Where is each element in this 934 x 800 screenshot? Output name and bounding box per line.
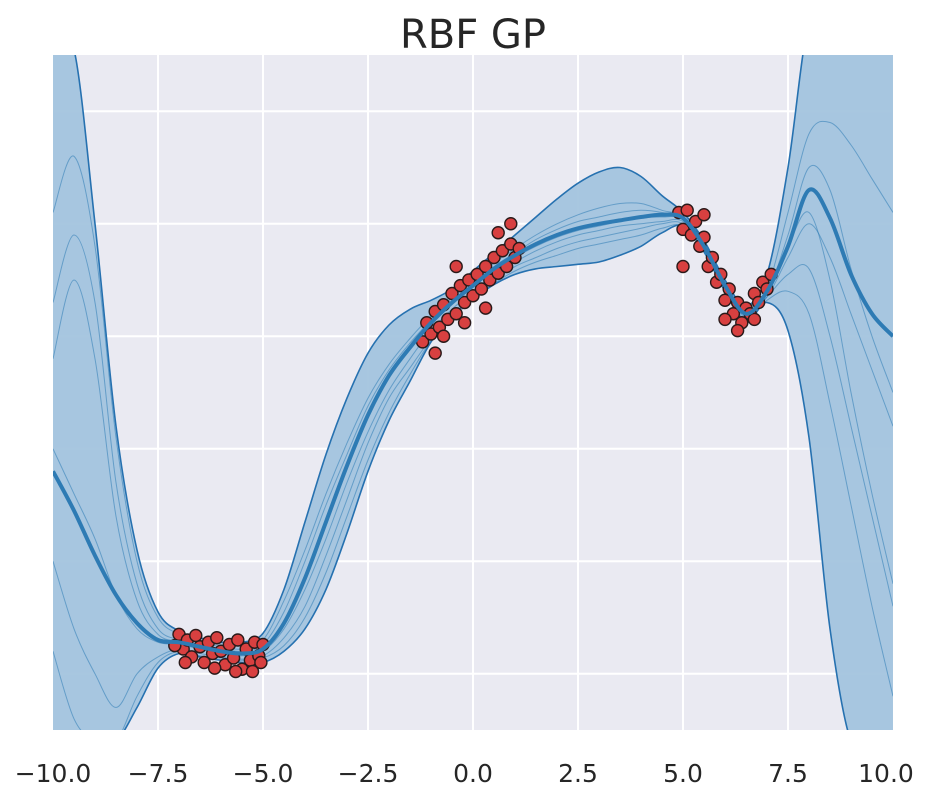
data-point bbox=[491, 226, 505, 240]
data-point bbox=[747, 312, 762, 327]
x-tick-label: −5.0 bbox=[233, 759, 294, 788]
x-tick-label: −2.5 bbox=[338, 759, 399, 788]
x-axis-ticks: −10.0 −7.5 −5.0 −2.5 0.0 2.5 5.0 7.5 10.0 bbox=[15, 759, 914, 788]
data-point bbox=[474, 282, 489, 296]
data-point bbox=[207, 661, 222, 675]
x-tick-label: −7.5 bbox=[128, 759, 189, 788]
data-point bbox=[504, 217, 518, 231]
x-tick-label: 2.5 bbox=[558, 759, 598, 788]
data-point bbox=[718, 293, 732, 307]
data-point bbox=[210, 631, 224, 645]
data-point bbox=[228, 664, 243, 679]
data-point bbox=[478, 301, 493, 315]
x-tick-label: 0.0 bbox=[453, 759, 493, 788]
data-point bbox=[231, 633, 245, 647]
data-point bbox=[680, 203, 694, 217]
data-point bbox=[730, 323, 745, 338]
data-point bbox=[245, 664, 260, 679]
data-point bbox=[718, 312, 732, 327]
posterior-mean-line bbox=[53, 187, 893, 656]
data-point bbox=[189, 628, 203, 643]
data-point bbox=[697, 208, 711, 222]
data-point bbox=[445, 286, 459, 301]
data-point bbox=[178, 655, 193, 670]
data-point bbox=[254, 655, 268, 670]
data-point bbox=[449, 307, 463, 321]
data-point bbox=[478, 259, 493, 274]
data-point bbox=[449, 259, 463, 274]
x-tick-label: −10.0 bbox=[15, 759, 92, 788]
data-point bbox=[457, 316, 472, 330]
x-tick-label: 5.0 bbox=[663, 759, 703, 788]
x-tick-label: 7.5 bbox=[768, 759, 808, 788]
x-tick-label: 10.0 bbox=[858, 759, 914, 788]
data-point bbox=[436, 329, 451, 343]
data-point bbox=[428, 346, 442, 360]
data-point bbox=[676, 259, 690, 274]
data-point bbox=[197, 655, 211, 670]
chart-title: RBF GP bbox=[400, 12, 546, 58]
